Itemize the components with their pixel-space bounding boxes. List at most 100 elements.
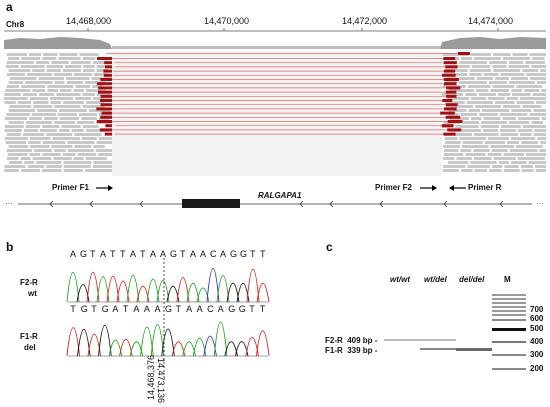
aligned-read xyxy=(36,161,62,164)
aligned-read xyxy=(9,161,23,164)
aligned-read xyxy=(70,61,91,64)
aligned-read xyxy=(46,165,62,168)
coverage-track xyxy=(112,46,442,49)
marker-ladder xyxy=(492,294,526,370)
aligned-read xyxy=(33,101,49,104)
split-read xyxy=(440,111,455,115)
aligned-read xyxy=(8,81,24,84)
split-read xyxy=(100,94,112,98)
aligned-read xyxy=(498,93,511,96)
aligned-read xyxy=(25,81,53,84)
split-reads xyxy=(96,52,470,136)
gel-band-339-het xyxy=(420,348,456,350)
split-read xyxy=(446,86,461,90)
aligned-read xyxy=(520,165,533,168)
split-read xyxy=(104,61,112,65)
aligned-read xyxy=(9,77,37,80)
aligned-read xyxy=(52,137,80,140)
aligned-read xyxy=(21,85,46,88)
aligned-read xyxy=(516,85,543,88)
panel-b-letter: b xyxy=(6,240,14,254)
aligned-read xyxy=(63,165,91,168)
base-call: A xyxy=(112,304,119,314)
aligned-read xyxy=(466,101,493,104)
aligned-read xyxy=(458,77,475,80)
aligned-read xyxy=(6,113,30,116)
aligned-read xyxy=(24,161,35,164)
wt-trace-label-genotype: wt xyxy=(28,289,37,298)
coverage-track xyxy=(4,37,112,49)
split-read xyxy=(443,61,457,65)
aligned-read xyxy=(489,61,508,64)
aligned-read xyxy=(6,85,20,88)
gel-band-339-del xyxy=(456,348,492,351)
base-call: T xyxy=(180,249,186,259)
aligned-read xyxy=(531,65,546,68)
gel-background xyxy=(384,287,492,377)
coord-tick-label: 14,470,000 xyxy=(204,16,250,26)
aligned-read xyxy=(526,153,546,156)
aligned-read xyxy=(471,97,486,100)
aligned-read xyxy=(443,153,464,156)
split-read xyxy=(104,132,112,136)
exon-block xyxy=(182,199,240,208)
trace-peak xyxy=(176,277,190,303)
split-read xyxy=(99,128,112,132)
marker-size-label: 600 xyxy=(530,314,544,323)
aligned-read xyxy=(62,69,81,72)
aligned-read xyxy=(442,157,455,160)
aligned-read xyxy=(62,153,76,156)
split-read xyxy=(103,73,112,77)
aligned-read xyxy=(455,125,479,128)
primer-f1-label: Primer F1 xyxy=(52,183,89,192)
aligned-read xyxy=(534,129,546,132)
aligned-read xyxy=(444,149,459,152)
aligned-read xyxy=(35,61,50,64)
aligned-read xyxy=(443,165,466,168)
aligned-read xyxy=(516,145,543,148)
aligned-read xyxy=(461,121,480,124)
aligned-read xyxy=(38,77,64,80)
strand-arrow-icon xyxy=(139,200,144,208)
band-label-f1: F1-R 339 bp - xyxy=(325,346,378,355)
aligned-read xyxy=(6,53,28,56)
aligned-read xyxy=(495,77,509,80)
split-read xyxy=(100,103,112,107)
trace-peak xyxy=(76,284,90,303)
aligned-read xyxy=(74,133,102,136)
aligned-read xyxy=(29,137,51,140)
svg-text:···: ··· xyxy=(536,199,544,208)
aligned-read xyxy=(503,169,520,172)
aligned-read xyxy=(481,121,508,124)
aligned-read xyxy=(491,149,508,152)
aligned-read xyxy=(92,85,103,88)
aligned-read xyxy=(493,69,521,72)
lane-label-wt-del: wt/del xyxy=(424,275,447,284)
aligned-read xyxy=(459,81,487,84)
marker-size-label: 200 xyxy=(530,364,544,373)
split-read xyxy=(444,82,457,86)
aligned-read xyxy=(474,169,488,172)
aligned-read xyxy=(504,165,519,168)
trace-peak xyxy=(86,271,100,303)
aligned-read xyxy=(495,101,515,104)
aligned-read xyxy=(65,65,82,68)
aligned-read xyxy=(516,101,535,104)
aligned-read xyxy=(4,97,28,100)
split-read xyxy=(104,65,112,69)
aligned-read xyxy=(85,169,112,172)
aligned-read xyxy=(517,157,545,160)
aligned-read xyxy=(462,141,483,144)
aligned-read xyxy=(461,129,481,132)
aligned-read xyxy=(54,105,81,108)
aligned-read xyxy=(468,109,480,112)
aligned-read xyxy=(53,157,72,160)
split-read xyxy=(100,99,112,102)
base-call: A xyxy=(186,304,193,314)
aligned-read xyxy=(9,105,32,108)
aligned-read xyxy=(460,113,478,116)
aligned-read xyxy=(537,137,546,140)
aligned-read xyxy=(469,69,492,72)
base-call: G xyxy=(228,304,236,314)
